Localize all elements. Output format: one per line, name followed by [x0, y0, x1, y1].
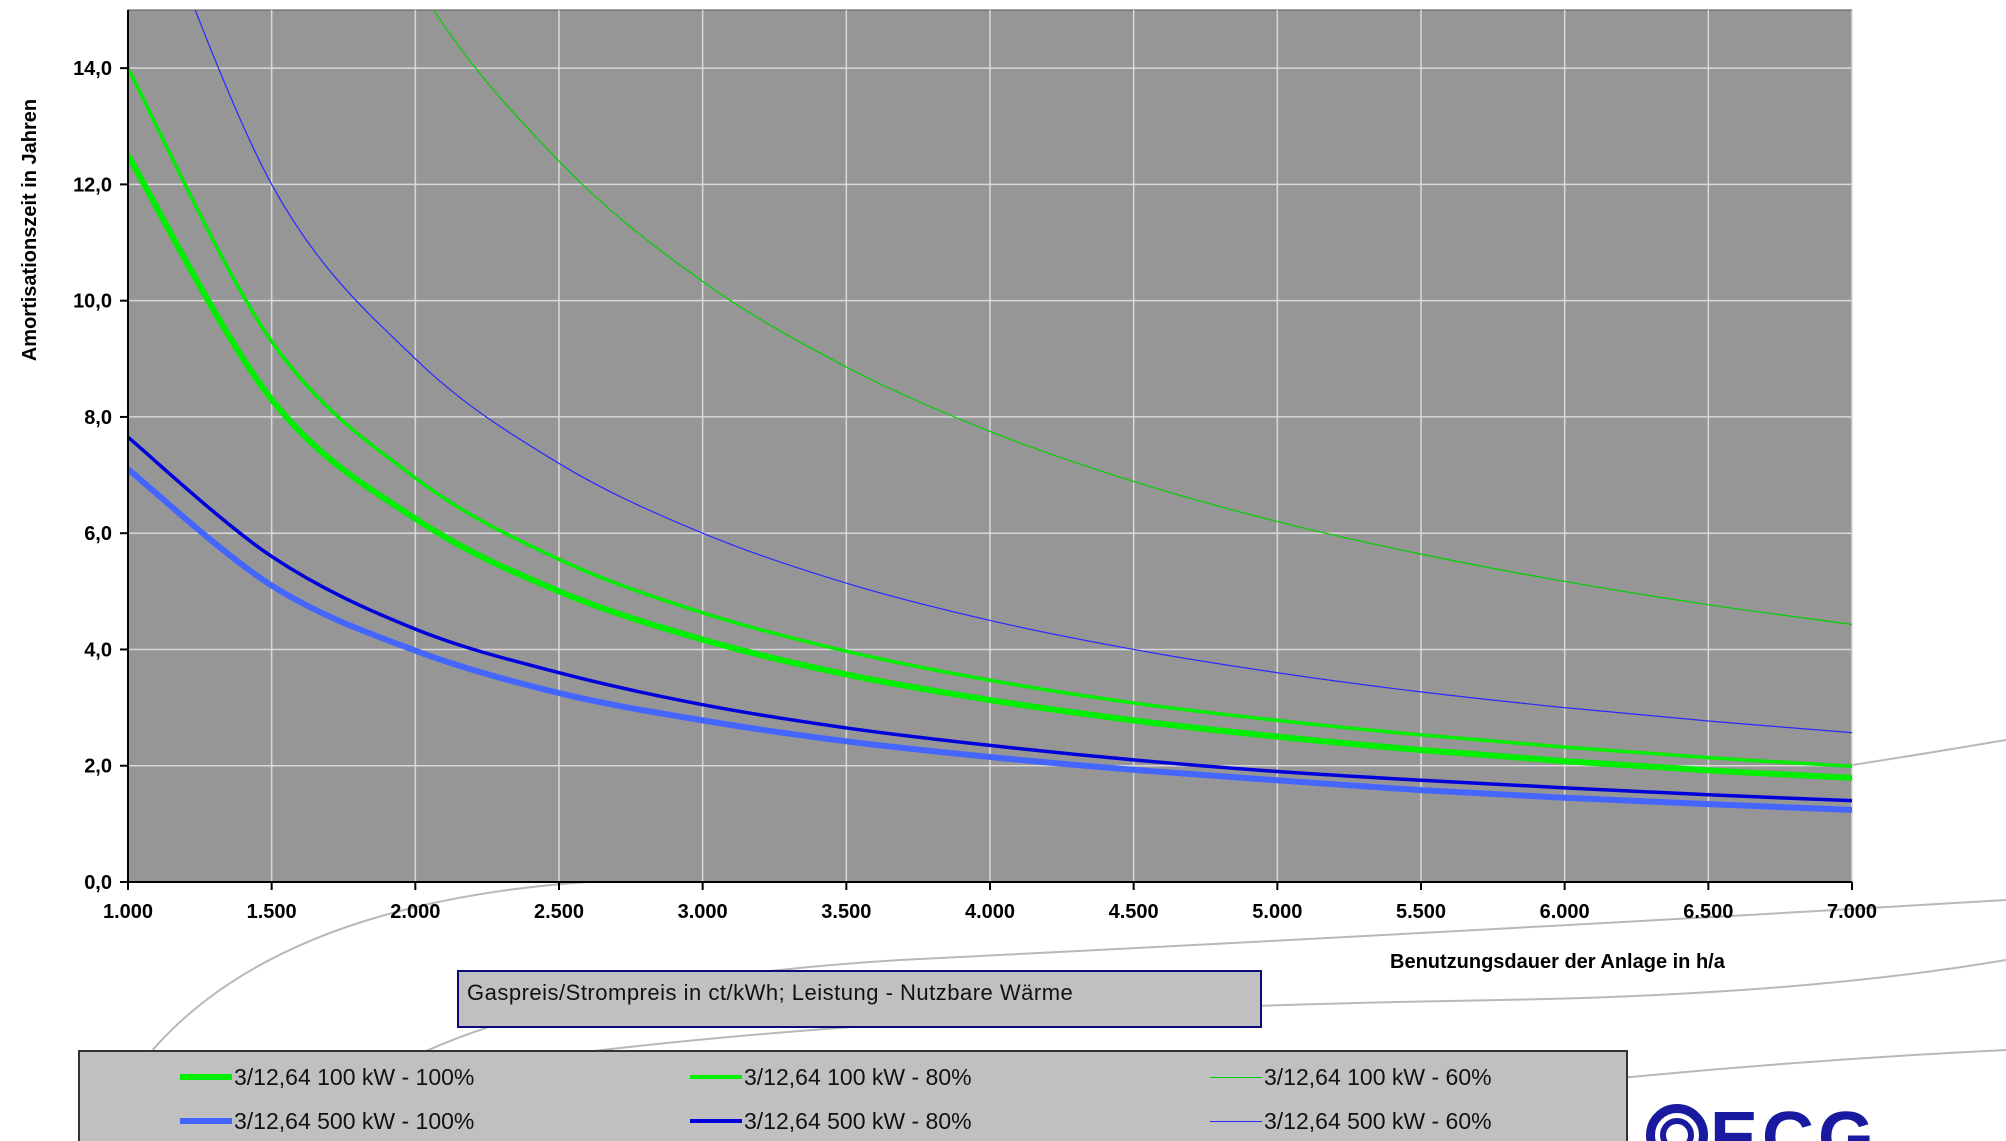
logo-ring-icon	[1646, 1104, 1708, 1141]
x-tick-labels: 1.000 1.500 2.000 2.500 3.000 3.500 4.000 4.500…	[103, 901, 1877, 923]
background-swoosh	[299, 899, 2006, 1141]
legend-label: 3/12,64 500 kW - 60%	[1264, 1107, 1492, 1134]
x-tick-label: 3.500	[821, 901, 871, 923]
y-tick-label: 10,0	[73, 291, 112, 313]
legend-item: 3/12,64 500 kW - 60%	[1210, 1106, 1492, 1136]
legend-item: 3/12,64 100 kW - 80%	[690, 1062, 972, 1092]
series-lines	[128, 10, 1852, 813]
legend-swatch	[690, 1075, 742, 1079]
x-tick-label: 3.000	[678, 901, 728, 923]
y-axis-title: Amortisationszeit in Jahren	[19, 99, 41, 361]
info-box: Gaspreis/Strompreis in ct/kWh; Leistung …	[457, 970, 1262, 1028]
ecg-logo: ECG	[1640, 1100, 1940, 1141]
legend-item: 3/12,64 500 kW - 100%	[180, 1106, 474, 1136]
info-box-text: Gaspreis/Strompreis in ct/kWh; Leistung …	[467, 980, 1074, 1005]
series-line-4	[128, 466, 1852, 813]
series-line-3	[432, 10, 1852, 626]
x-tick-label: 4.000	[965, 901, 1015, 923]
logo-text: ECG	[1710, 1100, 1879, 1141]
x-axis-title: Benutzungsdauer der Anlage in h/a	[1390, 951, 1726, 973]
y-tick-labels: 0,0 2,0 4,0 6,0 8,0 10,0 12,0 14,0	[73, 58, 112, 894]
legend-swatch	[690, 1119, 742, 1123]
legend-swatch	[180, 1118, 232, 1124]
legend-label: 3/12,64 100 kW - 100%	[234, 1063, 475, 1090]
x-tick-label: 2.500	[534, 901, 584, 923]
series-line-6	[194, 10, 1852, 734]
legend: 3/12,64 100 kW - 100% 3/12,64 100 kW - 80…	[78, 1050, 1628, 1141]
x-tick-label: 1.000	[103, 901, 153, 923]
x-tick-label: 1.500	[247, 901, 297, 923]
logo-inner-ring-icon	[1660, 1118, 1694, 1141]
x-tick-label: 7.000	[1827, 901, 1877, 923]
legend-label: 3/12,64 100 kW - 80%	[744, 1063, 972, 1090]
y-tick-label: 2,0	[84, 756, 112, 778]
x-tick-label: 4.500	[1109, 901, 1159, 923]
x-tick-label: 6.000	[1540, 901, 1590, 923]
legend-label: 3/12,64 500 kW - 100%	[234, 1107, 475, 1134]
y-tick-label: 4,0	[84, 639, 112, 661]
y-tick-label: 12,0	[73, 174, 112, 196]
series-line-5	[128, 435, 1852, 803]
x-tick-label: 2.000	[390, 901, 440, 923]
y-tick-label: 0,0	[84, 872, 112, 894]
background-swoosh	[1599, 1049, 2006, 1081]
y-tick-label: 8,0	[84, 407, 112, 429]
x-tick-label: 6.500	[1683, 901, 1733, 923]
y-tick-label: 14,0	[73, 58, 112, 80]
legend-swatch	[1210, 1076, 1262, 1078]
series-line-1	[128, 153, 1852, 781]
legend-item: 3/12,64 100 kW - 100%	[180, 1062, 474, 1092]
legend-label: 3/12,64 500 kW - 80%	[744, 1107, 972, 1134]
legend-label: 3/12,64 100 kW - 60%	[1264, 1063, 1492, 1090]
series-line-2	[128, 67, 1852, 769]
y-tick-label: 6,0	[84, 523, 112, 545]
legend-item: 3/12,64 100 kW - 60%	[1210, 1062, 1492, 1092]
legend-swatch	[1210, 1120, 1262, 1122]
x-tick-label: 5.500	[1396, 901, 1446, 923]
background-swoosh	[519, 959, 2006, 1061]
axes	[120, 10, 1853, 890]
legend-item: 3/12,64 500 kW - 80%	[690, 1106, 972, 1136]
x-tick-label: 5.000	[1252, 901, 1302, 923]
legend-swatch	[180, 1074, 232, 1080]
